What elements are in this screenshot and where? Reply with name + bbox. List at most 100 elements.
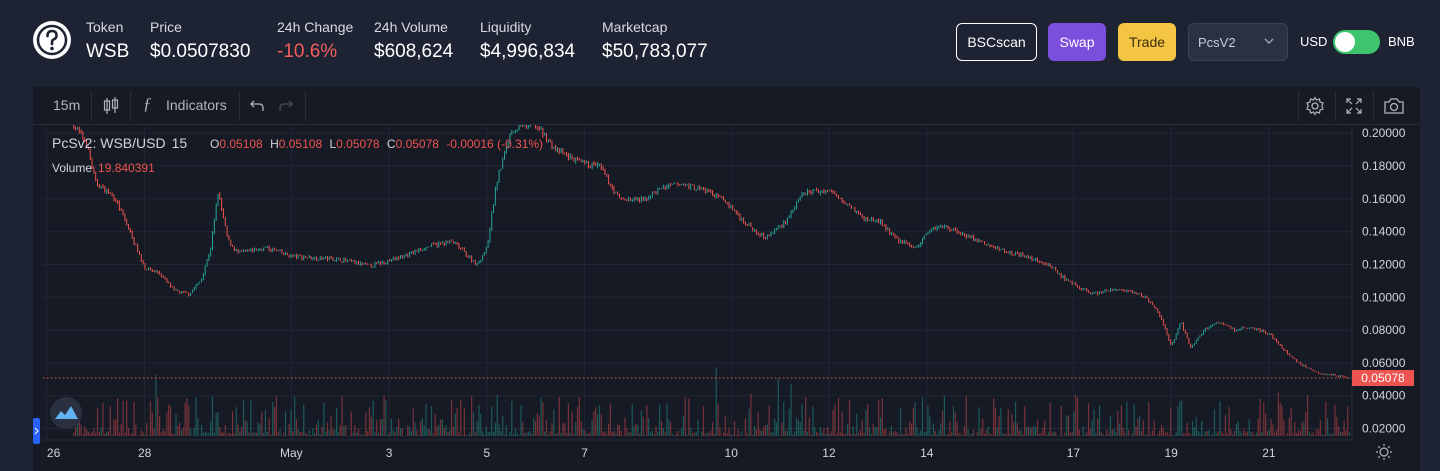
redo-icon[interactable] [278,98,294,114]
volume-bar [1086,431,1088,436]
bscscan-button[interactable]: BSCscan [956,23,1037,61]
volume-bar [478,405,480,436]
volume-bar [385,400,387,436]
candles-icon[interactable] [102,96,120,116]
volume-bar [564,423,566,436]
currency-toggle[interactable] [1333,30,1380,54]
legend-interval: 15 [172,135,188,151]
settings-gear-icon[interactable] [1305,96,1325,116]
side-panel-handle[interactable] [33,418,40,444]
x-tick-label: 14 [920,446,934,460]
volume-bar [971,433,973,436]
volume-bar [1126,401,1128,436]
volume-bar [1148,401,1150,436]
volume-bar [808,417,810,436]
volume-bar [241,426,243,436]
volume-bar [1257,418,1259,436]
x-tick-label: 5 [483,446,490,460]
volume-bar [463,408,465,436]
volume-bar [337,432,340,436]
volume-bar [250,400,252,436]
time-axis-settings-icon[interactable] [1376,444,1392,460]
tradingview-logo[interactable] [50,397,82,429]
trade-button[interactable]: Trade [1118,23,1176,61]
volume-bar [472,412,475,436]
interval-button[interactable]: 15m [53,97,81,113]
currency-bnb-label: BNB [1388,34,1415,49]
fullscreen-icon[interactable] [1345,97,1363,115]
volume-bar [368,407,371,436]
volume-bar [1339,432,1342,436]
volume-bar [562,422,564,436]
volume-bar [753,426,756,436]
volume-bar [786,430,789,436]
volume-bar [732,434,734,436]
volume-bar [1035,426,1037,436]
token-label: Token [86,19,124,35]
volume-bar [1055,432,1057,436]
volume-bar [1029,427,1031,436]
volume-bar [998,415,1000,436]
volume-bar [1275,430,1278,436]
volume-bar [1252,431,1254,436]
marketcap-value: $50,783,077 [602,41,708,62]
y-tick-label: 0.16000 [1362,192,1406,206]
toolbar-divider [91,91,92,121]
volume-bar [1151,430,1154,436]
volume-bar [887,435,889,436]
volume-bar [73,432,75,436]
volume-bar [905,427,907,436]
x-tick-label: May [280,446,303,460]
swap-button[interactable]: Swap [1048,23,1106,61]
volume-bar [1150,434,1152,436]
volume-bar [356,432,358,436]
volume-bar [837,397,840,436]
volume-bar [960,433,962,436]
change-label: 24h Change [277,19,354,35]
volume-bar [259,423,261,436]
volume-bar [1104,435,1106,436]
volume-bar [1173,435,1175,436]
volume-bar [695,432,697,436]
volume-bar [1049,402,1051,436]
volume-bar [109,406,111,436]
volume-bar [775,422,778,436]
volume-bar [896,432,898,436]
volume-bar [224,425,226,436]
volume-bar [1292,433,1294,436]
volume-bar [396,427,398,436]
volume-bar [200,425,203,436]
volume-bar [80,424,82,436]
volume-bar [441,419,444,436]
camera-icon[interactable] [1383,97,1405,115]
volume-bar [465,434,467,436]
volume-bar [677,430,679,436]
exchange-select[interactable]: PcsV2 [1188,23,1288,61]
volume-bar [492,432,495,436]
indicators-button[interactable]: Indicators [166,97,227,113]
volume-bar [120,423,122,436]
volume-bar [310,434,312,436]
volume-bar [686,434,688,436]
volume-bar [956,421,958,436]
volume-bar [941,410,944,436]
fx-icon[interactable]: ƒ [143,94,152,113]
volume-bar [1310,434,1312,436]
volume-bar [1232,434,1234,436]
volume-bar [857,432,860,436]
legend-open: 0.05108 [219,137,263,151]
volume-bar [726,433,728,436]
volume-bar [1202,434,1205,436]
volume-bar [638,433,641,436]
volume-bar [1018,430,1020,436]
undo-icon[interactable] [249,98,265,114]
volume-bar [991,434,993,436]
volume-bar [706,432,708,436]
volume-bar [127,428,130,436]
volume-bar [1303,422,1305,436]
volume-bar [1082,426,1084,436]
volume-bar [985,430,987,436]
volume-bar [231,411,234,436]
volume-bar [500,430,502,436]
